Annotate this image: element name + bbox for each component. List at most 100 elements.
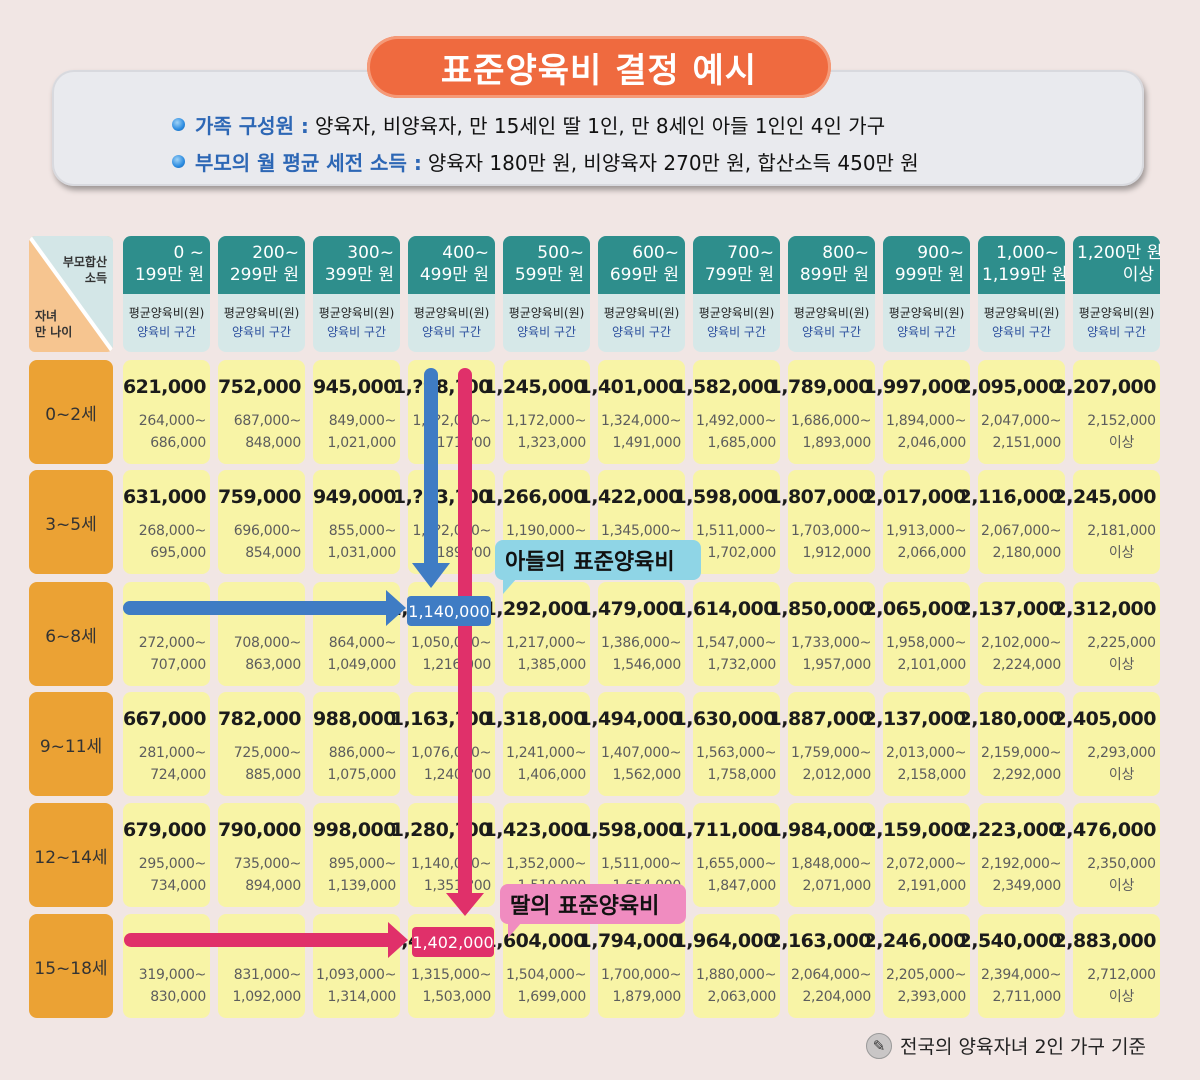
table-cell: 998,000 895,000~ 1,139,000 bbox=[313, 803, 400, 907]
table-cell: 1,984,000 1,848,000~ 2,071,000 bbox=[769, 803, 875, 907]
age-row-label: 0~2세 bbox=[29, 360, 113, 464]
average-cost: 2,163,000 bbox=[768, 930, 872, 952]
cost-range: 696,000~ 854,000 bbox=[233, 523, 302, 561]
table-cell: 1,789,000 1,686,000~ 1,893,000 bbox=[769, 360, 875, 464]
family-value: 양육자, 비양육자, 만 15세인 딸 1인, 만 8세인 아들 1인인 4인 … bbox=[314, 114, 886, 138]
average-cost: 988,000 bbox=[312, 708, 397, 730]
average-cost: 1,318,000 bbox=[483, 708, 587, 730]
table-cell: 1,280,?00 1,140,000~ 1,351,?00 bbox=[391, 803, 495, 907]
cost-range: 1,703,000~ 1,912,000 bbox=[791, 523, 871, 561]
income-range: 300~ 399만 원 bbox=[313, 236, 400, 294]
income-column-header: 400~ 499만 원 평균양육비(원) 양육비 구간 bbox=[408, 236, 495, 352]
cost-range: 264,000~ 686,000 bbox=[138, 413, 207, 451]
income-range: 400~ 499만 원 bbox=[408, 236, 495, 294]
table-cell: 1,598,000 1,511,000~ 1,702,000 bbox=[674, 470, 780, 574]
table-cell: 1,479,000 1,386,000~ 1,546,000 bbox=[579, 582, 685, 686]
cost-range: 1,0?2,000~ 1,189,?00 bbox=[412, 523, 491, 561]
cost-range: 1,733,000~ 1,957,000 bbox=[791, 635, 871, 673]
cost-range: 1,504,000~ 1,699,000 bbox=[506, 967, 586, 1005]
corner-age-label: 자녀 만 나이 bbox=[35, 309, 73, 339]
table-cell: 1,163,?00 1,076,000~ 1,240,?00 bbox=[391, 692, 495, 796]
family-composition-line: 가족 구성원 : 양육자, 비양육자, 만 15세인 딸 1인, 만 8세인 아… bbox=[172, 110, 885, 139]
average-cost: 945,000 bbox=[312, 376, 397, 398]
table-cell: 2,137,000 2,013,000~ 2,158,000 bbox=[864, 692, 970, 796]
cost-range: 1,217,000~ 1,385,000 bbox=[506, 635, 586, 673]
table-cell: 2,540,000 2,394,000~ 2,711,000 bbox=[959, 914, 1065, 1018]
table-cell: 2,180,000 2,159,000~ 2,292,000 bbox=[959, 692, 1065, 796]
cost-range: 2,067,000~ 2,180,000 bbox=[981, 523, 1061, 561]
cost-range: 1,324,000~ 1,491,000 bbox=[601, 413, 681, 451]
column-sub-labels: 평균양육비(원) 양육비 구간 bbox=[223, 306, 300, 339]
income-column-header: 1,000~ 1,199만 원 평균양육비(원) 양육비 구간 bbox=[978, 236, 1065, 352]
table-cell: 864,000~ 1,049,000 bbox=[313, 582, 400, 686]
table-cell: 790,000 735,000~ 894,000 bbox=[218, 803, 305, 907]
table-cell: 621,000 264,000~ 686,000 bbox=[123, 360, 210, 464]
column-sub-labels: 평균양육비(원) 양육비 구간 bbox=[1078, 306, 1155, 339]
average-cost: 1,614,000 bbox=[673, 598, 777, 620]
average-cost: 1,292,000 bbox=[483, 598, 587, 620]
average-cost: 1,280,?00 bbox=[390, 819, 492, 841]
average-cost: 1,401,000 bbox=[578, 376, 682, 398]
cost-range: 708,000~ 863,000 bbox=[233, 635, 302, 673]
cost-range: 1,050,000~ 1,216,000 bbox=[411, 635, 491, 673]
table-cell: 272,000~ 707,000 bbox=[123, 582, 210, 686]
table-cell: 2,246,000 2,205,000~ 2,393,000 bbox=[864, 914, 970, 1018]
income-value: 양육자 180만 원, 비양육자 270만 원, 합산소득 450만 원 bbox=[427, 151, 919, 175]
average-cost: 1,984,000 bbox=[768, 819, 872, 841]
son-callout: 아들의 표준양육비 bbox=[495, 540, 701, 594]
table-cell: 2,223,000 2,192,000~ 2,349,000 bbox=[959, 803, 1065, 907]
cost-range: 2,047,000~ 2,151,000 bbox=[981, 413, 1061, 451]
cost-range: 1,241,000~ 1,406,000 bbox=[506, 745, 586, 783]
average-cost: 1,?98,?00 bbox=[392, 376, 492, 398]
cost-range: 1,958,000~ 2,101,000 bbox=[886, 635, 966, 673]
page-title: 표준양육비 결정 예시 bbox=[367, 36, 831, 98]
age-row-label: 12~14세 bbox=[29, 803, 113, 907]
table-cell: 1,630,000 1,563,000~ 1,758,000 bbox=[674, 692, 780, 796]
table-cell: 831,000~ 1,092,000 bbox=[218, 914, 305, 1018]
income-range: 700~ 799만 원 bbox=[693, 236, 780, 294]
cost-range: 1,492,000~ 1,685,000 bbox=[696, 413, 776, 451]
average-cost: 998,000 bbox=[312, 819, 397, 841]
average-cost: 1,266,000 bbox=[483, 486, 587, 508]
column-sub-labels: 평균양육비(원) 양육비 구간 bbox=[793, 306, 870, 339]
average-cost: 1,423,000 bbox=[483, 819, 587, 841]
bullet-icon bbox=[172, 118, 185, 131]
table-cell: 2,017,000 1,913,000~ 2,066,000 bbox=[864, 470, 970, 574]
table-cell: 782,000 725,000~ 885,000 bbox=[218, 692, 305, 796]
average-cost: 2,405,000 bbox=[1053, 708, 1157, 730]
average-cost: 790,000 bbox=[217, 819, 302, 841]
cost-range: 2,394,000~ 2,711,000 bbox=[981, 967, 1061, 1005]
income-range: 0 ~199만 원 bbox=[123, 236, 210, 294]
cost-range: 1,700,000~ 1,879,000 bbox=[601, 967, 681, 1005]
table-cell: 1,997,000 1,894,000~ 2,046,000 bbox=[864, 360, 970, 464]
average-cost: 1,794,000 bbox=[578, 930, 682, 952]
table-cell: 631,000 268,000~ 695,000 bbox=[123, 470, 210, 574]
table-cell: 1,614,000 1,547,000~ 1,732,000 bbox=[674, 582, 780, 686]
average-cost: 2,207,000 bbox=[1053, 376, 1157, 398]
table-cell: 1,494,000 1,407,000~ 1,562,000 bbox=[579, 692, 685, 796]
cost-range: 1,913,000~ 2,066,000 bbox=[886, 523, 966, 561]
table-cell: 1,093,000~ 1,314,000 bbox=[313, 914, 400, 1018]
average-cost: 2,159,000 bbox=[863, 819, 967, 841]
table-cell: 1,850,000 1,733,000~ 1,957,000 bbox=[769, 582, 875, 686]
cost-range: 1,880,000~ 2,063,000 bbox=[696, 967, 776, 1005]
average-cost: 1,887,000 bbox=[768, 708, 872, 730]
average-cost: 1,245,000 bbox=[483, 376, 587, 398]
income-range: 500~ 599만 원 bbox=[503, 236, 590, 294]
income-range: 1,200만 원 이상 bbox=[1073, 236, 1160, 294]
cost-range: 2,152,000 이상 bbox=[1087, 413, 1156, 451]
income-range: 800~ 899만 원 bbox=[788, 236, 875, 294]
average-cost: 2,116,000 bbox=[958, 486, 1062, 508]
cost-range: 1,511,000~ 1,702,000 bbox=[696, 523, 776, 561]
cost-range: 1,076,000~ 1,240,?00 bbox=[411, 745, 491, 783]
column-sub-labels: 평균양육비(원) 양육비 구간 bbox=[698, 306, 775, 339]
cost-range: 2,350,000 이상 bbox=[1087, 856, 1156, 894]
average-cost: 2,476,000 bbox=[1053, 819, 1157, 841]
column-sub-labels: 평균양육비(원) 양육비 구간 bbox=[888, 306, 965, 339]
column-sub-labels: 평균양육비(원) 양육비 구간 bbox=[983, 306, 1060, 339]
cost-range: 2,225,000 이상 bbox=[1087, 635, 1156, 673]
cost-range: 2,013,000~ 2,158,000 bbox=[886, 745, 966, 783]
income-range: 200~ 299만 원 bbox=[218, 236, 305, 294]
